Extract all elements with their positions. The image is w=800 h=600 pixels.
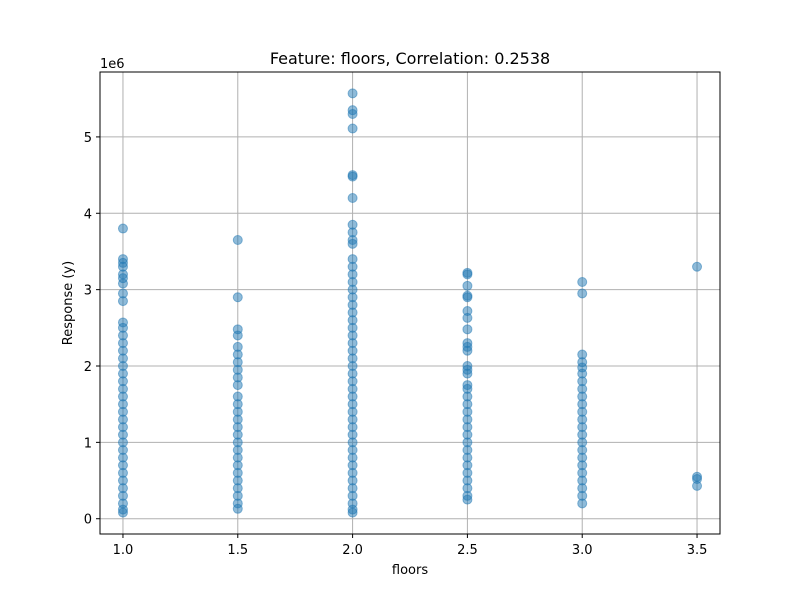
x-axis-ticks: 1.0 1.5 2.0 2.5 3.0 3.5 xyxy=(113,534,708,558)
data-point xyxy=(462,345,473,356)
data-point xyxy=(232,235,243,245)
chart-title: Feature: floors, Correlation: 0.2538 xyxy=(270,49,550,68)
data-point xyxy=(462,292,473,303)
data-point xyxy=(462,312,473,323)
data-point xyxy=(117,507,128,518)
plot-frame xyxy=(99,71,721,535)
data-point xyxy=(232,292,243,303)
data-point xyxy=(347,123,358,134)
data-point xyxy=(692,261,703,272)
data-point xyxy=(232,330,243,341)
y-axis-ticks: 0 1 2 3 4 5 xyxy=(84,131,100,528)
data-point xyxy=(462,280,473,291)
x-axis-label: floors xyxy=(392,563,428,578)
x-tick-label: 2.0 xyxy=(342,543,363,558)
y-axis-offset-label: 1e6 xyxy=(100,57,125,72)
data-point xyxy=(577,498,588,509)
y-tick-label: 2 xyxy=(84,360,92,375)
y-tick-label: 1 xyxy=(84,436,92,451)
x-tick-label: 1.5 xyxy=(227,543,248,558)
x-tick-label: 3.0 xyxy=(572,543,593,558)
data-point xyxy=(347,193,358,203)
data-point xyxy=(462,494,473,505)
data-point xyxy=(347,88,358,99)
x-tick-label: 3.5 xyxy=(687,543,708,558)
data-point xyxy=(347,507,358,518)
data-point xyxy=(117,296,128,307)
x-tick-label: 1.0 xyxy=(113,543,134,558)
y-tick-label: 5 xyxy=(84,131,92,146)
data-point xyxy=(577,277,588,287)
data-point xyxy=(462,368,473,379)
y-tick-label: 4 xyxy=(84,207,92,222)
data-point xyxy=(347,109,358,119)
data-point xyxy=(232,503,243,514)
data-point xyxy=(347,238,358,249)
data-point xyxy=(117,278,128,289)
y-tick-label: 3 xyxy=(84,284,92,299)
y-axis-label: Response (y) xyxy=(61,261,76,345)
data-point xyxy=(692,480,703,491)
y-tick-label: 0 xyxy=(84,513,92,528)
data-point xyxy=(117,223,128,234)
data-point xyxy=(577,288,588,299)
x-tick-label: 2.5 xyxy=(457,543,478,558)
data-point xyxy=(462,324,473,335)
data-point xyxy=(232,380,243,391)
data-points xyxy=(117,88,703,518)
data-point xyxy=(347,171,358,182)
data-point xyxy=(462,269,473,280)
